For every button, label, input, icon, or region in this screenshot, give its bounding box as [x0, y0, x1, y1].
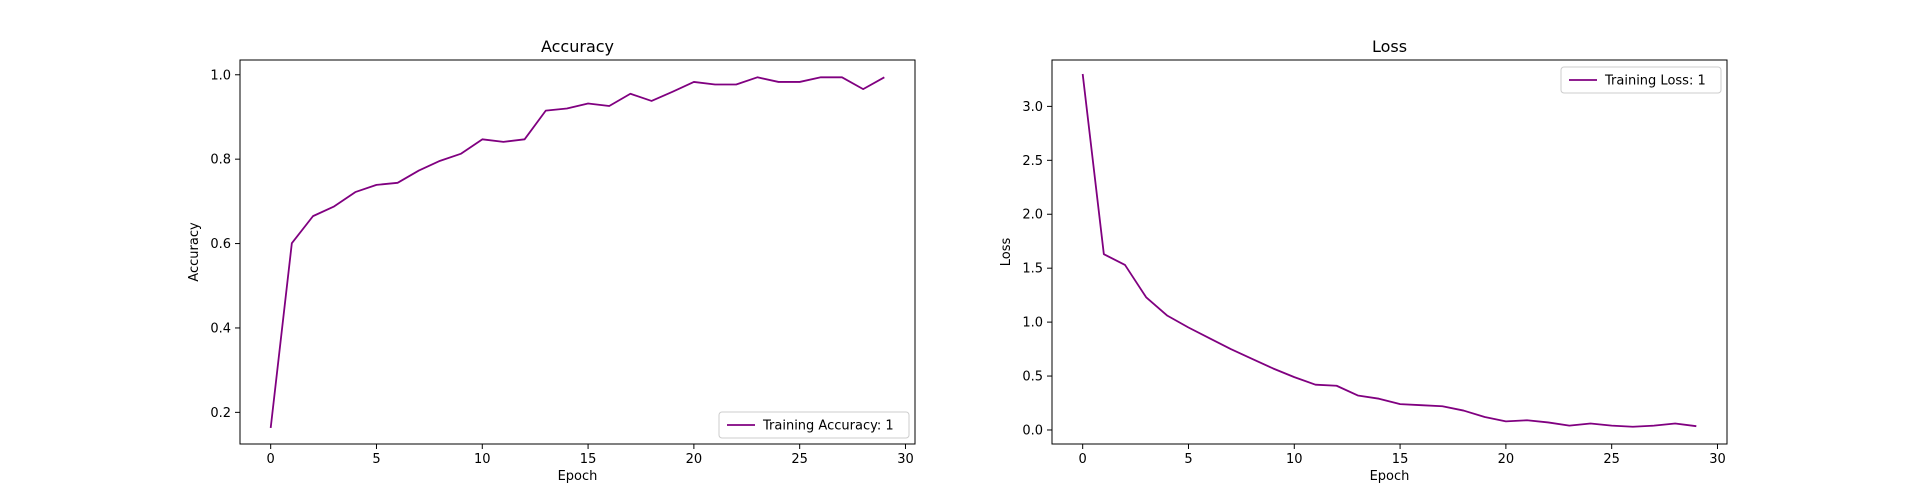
loss-y-tick-label: 3.0 — [1022, 100, 1043, 115]
accuracy-plot-frame — [239, 59, 916, 445]
accuracy-x-tick-label: 15 — [580, 452, 597, 467]
accuracy-legend-label: Training Accuracy: 1 — [762, 419, 894, 434]
loss-legend-box — [1560, 66, 1722, 94]
accuracy-chart: 0 5 10 15 20 25 30 0.2 0.4 0.6 0.8 1.0 Accuracy Epoch… — [187, 37, 916, 484]
loss-y-tick-label: 0.0 — [1022, 423, 1043, 438]
accuracy-x-tick-label: 0 — [267, 452, 275, 467]
accuracy-x-tick-label: 30 — [897, 452, 914, 467]
loss-x-tick-label: 30 — [1709, 452, 1726, 467]
loss-series-line — [1081, 73, 1697, 428]
accuracy-y-tick-label: 0.2 — [210, 406, 231, 421]
accuracy-y-tick-label: 0.4 — [210, 321, 231, 336]
loss-chart-title: Loss — [1372, 37, 1407, 56]
accuracy-x-tick-label: 25 — [791, 452, 808, 467]
accuracy-legend-box — [718, 411, 910, 439]
loss-x-tick-label: 25 — [1603, 452, 1620, 467]
accuracy-x-axis-label: Epoch — [558, 469, 598, 484]
accuracy-y-tick-label: 0.6 — [210, 237, 231, 252]
loss-plot-frame — [1051, 59, 1728, 445]
accuracy-x-tick-label: 10 — [474, 452, 491, 467]
accuracy-x-tick-label: 20 — [686, 452, 703, 467]
loss-x-tick-label: 20 — [1498, 452, 1515, 467]
loss-y-tick-label: 2.5 — [1022, 154, 1043, 169]
loss-y-tick-label: 1.5 — [1022, 262, 1043, 277]
accuracy-legend: Training Accuracy: 1 — [718, 411, 910, 439]
loss-legend-label: Training Loss: 1 — [1604, 74, 1706, 89]
loss-x-tick-label: 0 — [1079, 452, 1087, 467]
loss-x-axis-label: Epoch — [1370, 469, 1410, 484]
accuracy-y-tick-label: 1.0 — [210, 68, 231, 83]
accuracy-y-axis-label: Accuracy — [187, 222, 202, 282]
loss-y-tick-label: 2.0 — [1022, 208, 1043, 223]
loss-x-tick-label: 5 — [1184, 452, 1192, 467]
loss-y-tick-label: 1.0 — [1022, 316, 1043, 331]
loss-chart: 0 5 10 15 20 25 30 0.0 0.5 1.0 1.5 2.0 2.5 3.0 Loss Epo… — [999, 37, 1728, 484]
loss-x-tick-label: 15 — [1392, 452, 1409, 467]
loss-y-tick-label: 0.5 — [1022, 370, 1043, 385]
loss-y-axis-label: Loss — [999, 238, 1014, 267]
accuracy-x-tick-label: 5 — [372, 452, 380, 467]
accuracy-y-tick-label: 0.8 — [210, 153, 231, 168]
accuracy-series-line — [269, 76, 885, 429]
loss-legend: Training Loss: 1 — [1560, 66, 1722, 94]
accuracy-chart-title: Accuracy — [541, 37, 614, 56]
loss-x-tick-label: 10 — [1286, 452, 1303, 467]
